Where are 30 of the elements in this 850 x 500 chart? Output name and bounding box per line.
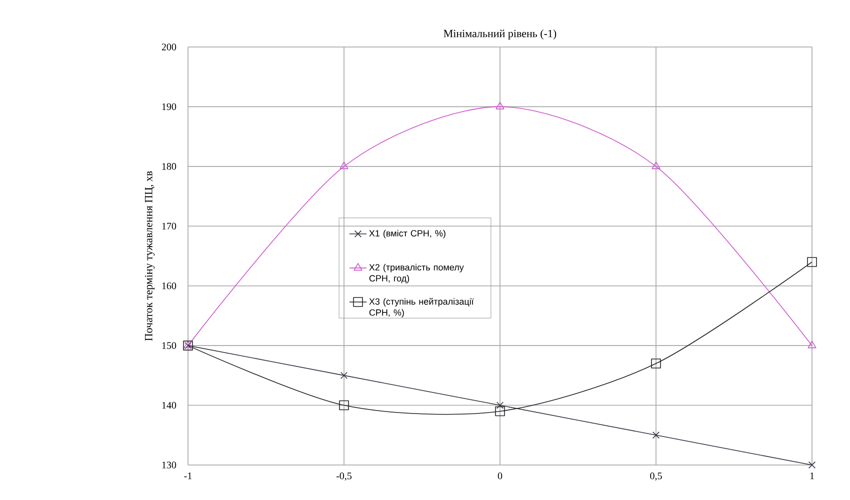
point [496,402,504,409]
x-tick-label: -0,5 [336,472,352,481]
y-tick-label: 190 [162,103,176,110]
point [807,257,817,267]
x-tick-label: 1 [810,472,814,480]
y-tick-label: 170 [162,222,176,230]
point [340,162,348,170]
point [808,340,816,348]
point [651,358,661,368]
y-axis-title: Початок терміну тужавлення ПЦ, хв [144,171,155,341]
point [339,400,349,410]
y-tick-label: 130 [162,462,176,468]
point [496,102,504,110]
x-tick-label: 0 [498,472,502,480]
point [808,461,816,469]
y-tick-label: 160 [162,282,176,290]
y-tick-label: 180 [162,163,176,170]
y-tick-label: 200 [162,44,176,50]
point [652,432,660,439]
point [340,372,348,380]
point [495,406,505,416]
x-tick-label: -1 [184,472,192,480]
x-tick-label: 0,5 [650,472,662,481]
y-tick-label: 150 [162,342,176,349]
legend-label: X3 (ступінь нейтралізації СРН, %) [369,298,474,318]
chart-title: Мінімальний рівень (-1) [444,30,556,40]
legend-label: X1 (вміст СРН, %) [369,230,446,238]
point [652,162,660,170]
legend-label: X2 (тривалість помелу СРН, год) [369,264,464,284]
y-tick-label: 140 [162,402,176,409]
